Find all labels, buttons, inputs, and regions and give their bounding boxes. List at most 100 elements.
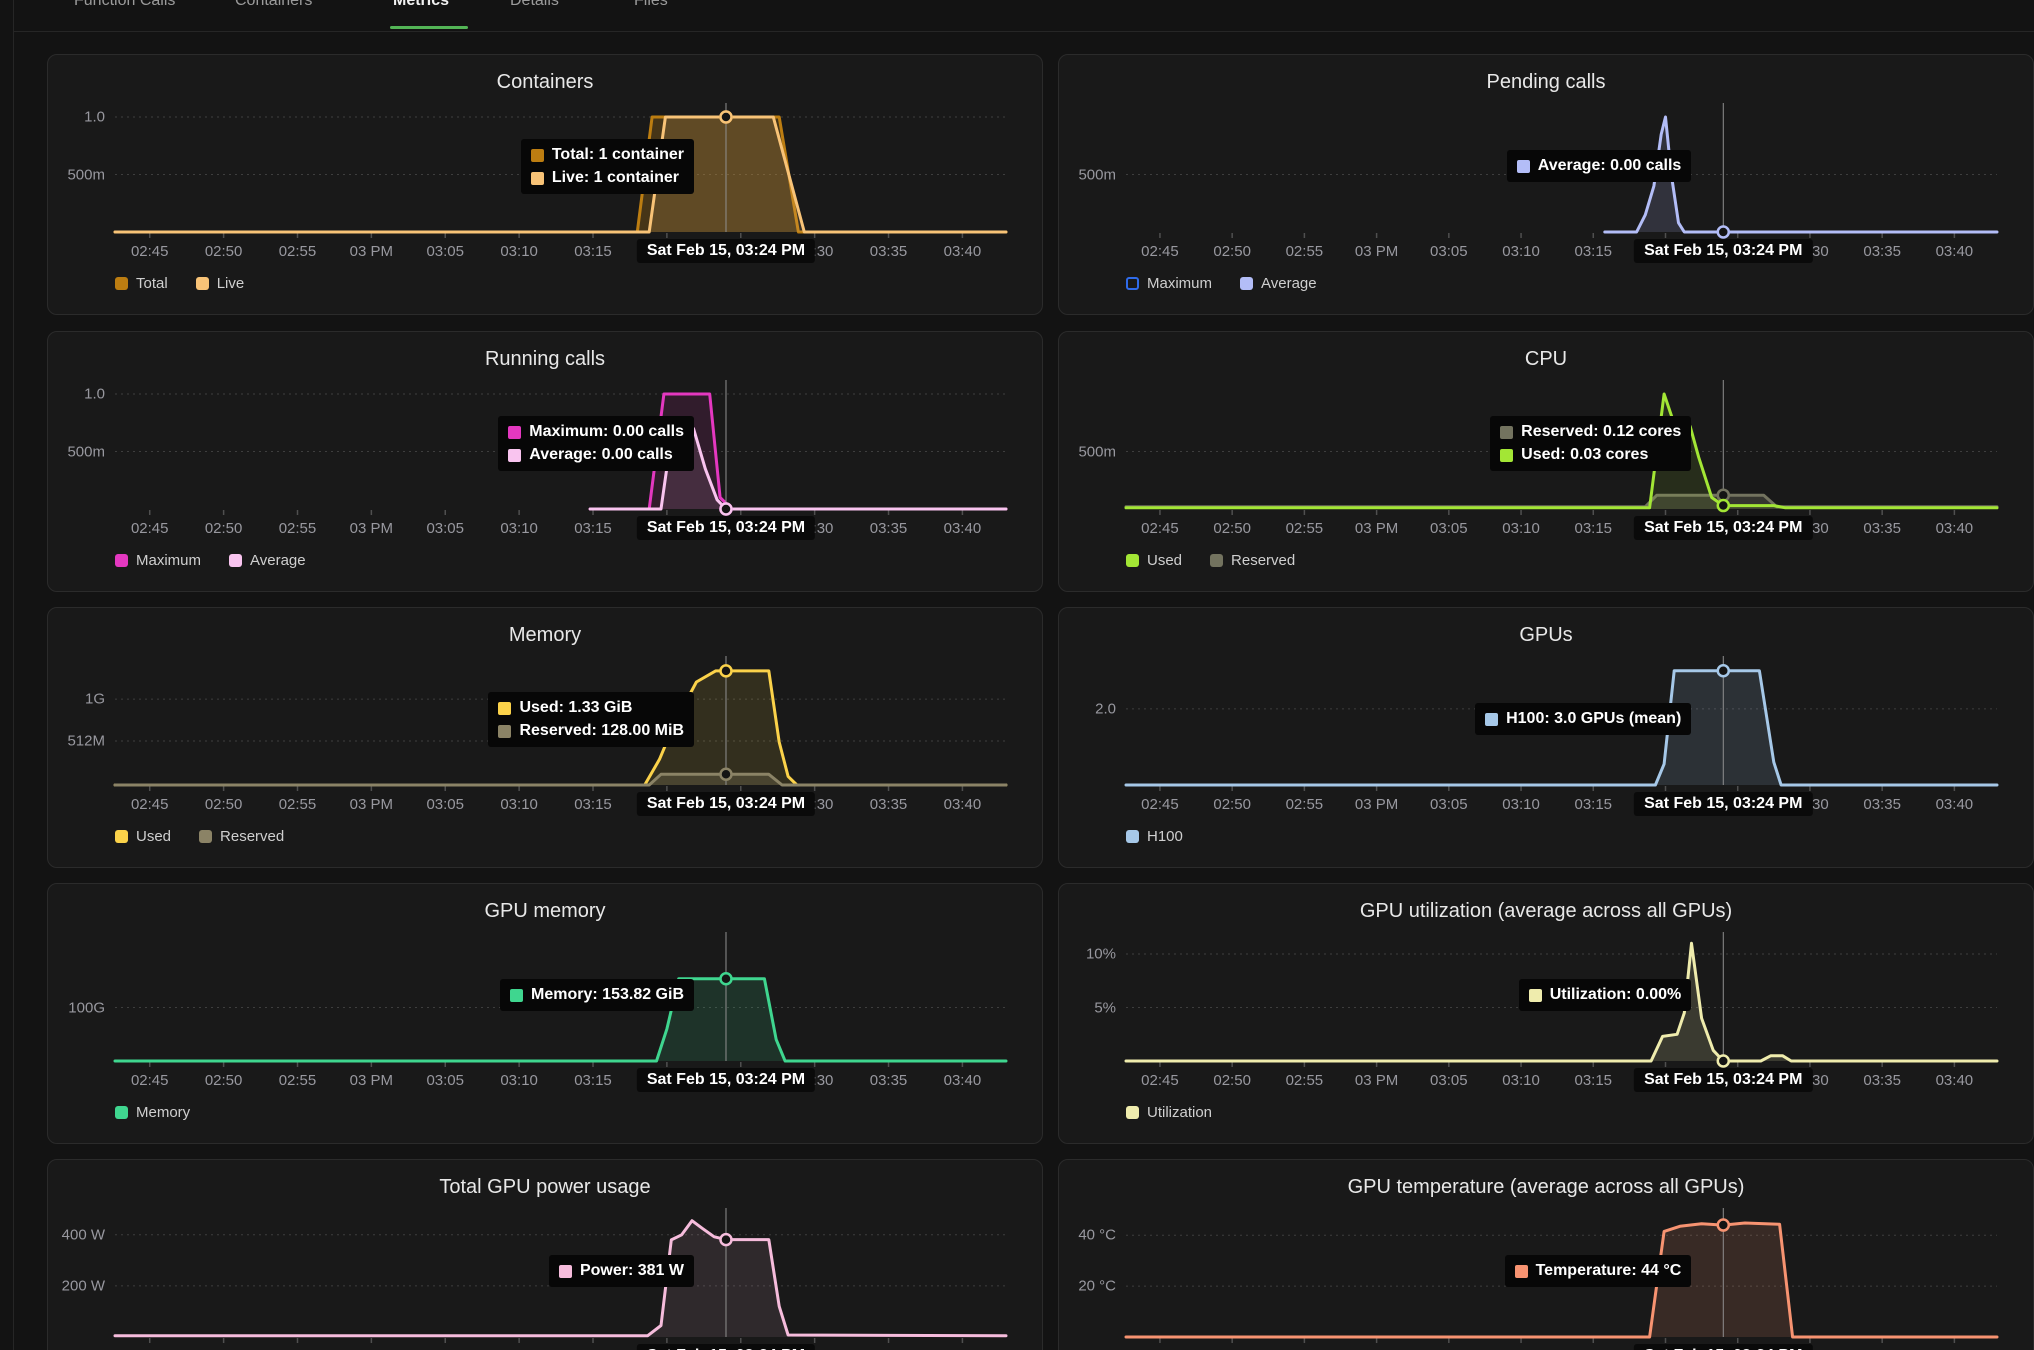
legend-item-reserved[interactable]: Reserved bbox=[1210, 552, 1295, 569]
series-line-reserved bbox=[1124, 493, 1999, 509]
tooltip-series-swatch bbox=[1514, 1264, 1528, 1278]
legend-item-memory[interactable]: Memory bbox=[115, 1104, 190, 1121]
crosshair-date-label: Sat Feb 15, 03:24 PM bbox=[1634, 516, 1813, 540]
tooltip-series-swatch bbox=[1500, 448, 1514, 462]
x-axis-tick-label: 02:45 bbox=[1125, 1348, 1195, 1350]
crosshair-marker bbox=[1716, 498, 1731, 513]
x-axis-tick-label: 02:55 bbox=[278, 520, 317, 537]
legend-label: Live bbox=[216, 275, 245, 292]
chart-plot-area[interactable] bbox=[48, 884, 1043, 1144]
legend-item-h100[interactable]: H100 bbox=[1126, 828, 1183, 845]
x-axis-tick-label: 03:15 bbox=[1574, 520, 1613, 537]
chart-plot-area[interactable] bbox=[1059, 608, 2034, 868]
crosshair-date-label: Sat Feb 15, 03:24 PM bbox=[1634, 239, 1813, 263]
chart-plot-area[interactable] bbox=[1059, 884, 2034, 1144]
legend-item-average[interactable]: Average bbox=[1240, 275, 1317, 292]
chart-plot-area[interactable] bbox=[1059, 55, 2034, 315]
x-axis-tick-label: 03 PM bbox=[349, 520, 394, 537]
x-axis-tick-label: 03:05 bbox=[1430, 243, 1468, 260]
tooltip-row: Reserved: 0.12 cores bbox=[1500, 423, 1681, 441]
x-axis-tick-label: 03 PM bbox=[336, 1348, 406, 1350]
x-axis-tick-label: 03 PM bbox=[349, 243, 394, 260]
tab-details[interactable]: Details bbox=[510, 0, 559, 9]
x-axis-tick-label: 03:15 bbox=[1574, 796, 1613, 813]
legend-item-used[interactable]: Used bbox=[115, 828, 171, 845]
panel-title: Total GPU power usage bbox=[439, 1176, 651, 1198]
chart-tooltip: Memory: 153.82 GiB bbox=[500, 979, 694, 1011]
x-axis-tick-label: 02:45 bbox=[130, 243, 169, 260]
chart-tooltip: Power: 381 W bbox=[548, 1255, 694, 1287]
legend-item-total[interactable]: Total bbox=[115, 275, 168, 292]
tooltip-row: Total: 1 container bbox=[530, 146, 684, 164]
tooltip-row: Temperature: 44 °C bbox=[1514, 1262, 1681, 1280]
chart-legend: Total Live bbox=[115, 275, 244, 292]
x-axis-tick-label: 03:10 bbox=[1502, 520, 1540, 537]
chart-legend: Maximum Average bbox=[115, 552, 306, 569]
x-axis-tick-label: 03:35 bbox=[1863, 520, 1901, 537]
active-tab-underline bbox=[390, 26, 468, 29]
x-axis-tick-label: 03:10 bbox=[500, 243, 538, 260]
x-axis-tick-label: 02:55 bbox=[278, 1072, 317, 1089]
x-axis-tick-label: 03:15 bbox=[574, 520, 612, 537]
x-axis-tick-label: 03:10 bbox=[1502, 796, 1540, 813]
legend-item-utilization[interactable]: Utilization bbox=[1126, 1104, 1212, 1121]
tab-containers[interactable]: Containers bbox=[235, 0, 313, 9]
tooltip-series-swatch bbox=[1528, 988, 1542, 1002]
x-axis-tick-label: 03 PM bbox=[1354, 243, 1399, 260]
legend-label: Average bbox=[250, 552, 306, 569]
y-axis-label: 200 W bbox=[61, 1277, 105, 1295]
x-axis-tick-label: 03:10 bbox=[500, 796, 538, 813]
legend-item-maximum[interactable]: Maximum bbox=[115, 552, 201, 569]
x-axis-tick-label: 02:50 bbox=[204, 243, 243, 260]
legend-item-used[interactable]: Used bbox=[1126, 552, 1182, 569]
tooltip-value-text: Memory: 153.82 GiB bbox=[531, 986, 684, 1003]
tooltip-series-swatch bbox=[508, 425, 522, 439]
crosshair-marker bbox=[719, 1232, 733, 1247]
tab-files[interactable]: Files bbox=[634, 0, 668, 9]
x-axis-tick-label: 02:55 bbox=[262, 1348, 332, 1350]
tab-metrics[interactable]: Metrics bbox=[393, 0, 450, 9]
tooltip-row: Average: 0.00 calls bbox=[508, 446, 684, 464]
chart-tooltip: Utilization: 0.00% bbox=[1518, 979, 1692, 1011]
legend-item-average[interactable]: Average bbox=[229, 552, 306, 569]
x-axis-tick-label: 03:10 bbox=[484, 1348, 554, 1350]
x-axis-tick-label: 03:40 bbox=[1935, 1072, 1974, 1089]
crosshair-marker bbox=[1716, 1054, 1731, 1068]
y-axis-label: 400 W bbox=[61, 1226, 105, 1244]
chart-plot-area[interactable] bbox=[48, 1160, 1043, 1350]
legend-label: Maximum bbox=[136, 552, 202, 569]
panel-gpus: GPUs 2.0 02:45 02:50 02:55 03 PM 03:05 03:10 03:… bbox=[1058, 607, 2034, 868]
panel-title: Pending calls bbox=[1486, 71, 1606, 93]
x-axis-tick-label: 03:35 bbox=[869, 796, 908, 813]
series-line-power bbox=[113, 1219, 1008, 1338]
tooltip-series-swatch bbox=[1516, 159, 1530, 173]
crosshair-date-label: Sat Feb 15, 03:24 PM bbox=[636, 516, 816, 540]
tooltip-value-text: Total: 1 container bbox=[551, 146, 684, 163]
chart-legend: Used Reserved bbox=[1126, 552, 1295, 569]
x-axis-tick-label: 03:15 bbox=[1574, 1072, 1613, 1089]
chart-tooltip: Temperature: 44 °C bbox=[1504, 1255, 1692, 1287]
header-separator bbox=[13, 31, 2034, 32]
x-axis-tick-label: 03:05 bbox=[1430, 520, 1468, 537]
y-axis-label: 20 °C bbox=[1078, 1277, 1116, 1295]
x-axis-tick-label: 03:40 bbox=[1935, 796, 1974, 813]
tooltip-row: Used: 0.03 cores bbox=[1500, 446, 1681, 464]
chart-tooltip: Total: 1 container Live: 1 container bbox=[520, 139, 694, 194]
y-axis-label: 1.0 bbox=[84, 385, 105, 403]
legend-item-maximum[interactable]: Maximum bbox=[1126, 275, 1212, 292]
tooltip-value-text: Power: 381 W bbox=[579, 1262, 684, 1279]
crosshair-date-label: Sat Feb 15, 03:24 PM bbox=[636, 239, 816, 263]
legend-swatch bbox=[115, 830, 128, 843]
x-axis-tick-label: 03:35 bbox=[869, 520, 908, 537]
tab-function-calls[interactable]: Function Calls bbox=[74, 0, 176, 9]
legend-item-reserved[interactable]: Reserved bbox=[199, 828, 284, 845]
x-axis-tick-label: 03:35 bbox=[1863, 243, 1901, 260]
legend-item-live[interactable]: Live bbox=[195, 275, 245, 292]
panel-title: GPU memory bbox=[484, 900, 606, 922]
crosshair-marker bbox=[719, 502, 733, 516]
x-axis-tick-label: 03:35 bbox=[1847, 1348, 1917, 1350]
legend-swatch bbox=[115, 277, 128, 290]
series-area-live bbox=[115, 117, 1006, 232]
tooltip-value-text: Reserved: 128.00 MiB bbox=[519, 722, 684, 739]
panel-title: GPU temperature (average across all GPUs… bbox=[1347, 1176, 1745, 1198]
